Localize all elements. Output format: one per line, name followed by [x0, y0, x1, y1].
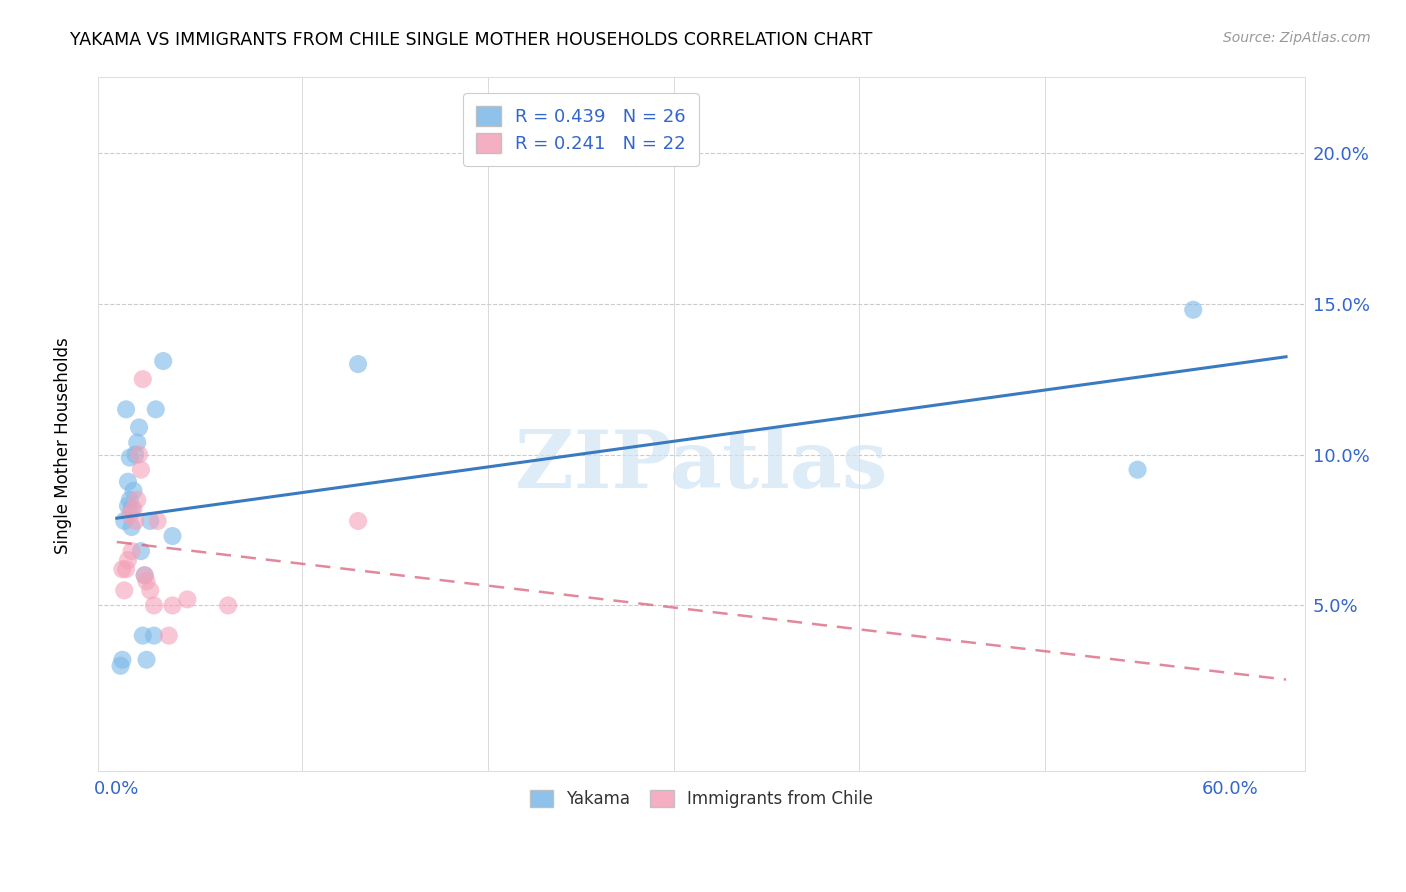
Point [132, 372, 155, 386]
Point [124, 514, 146, 528]
Point [129, 544, 152, 558]
Point [117, 553, 139, 567]
Point [127, 435, 149, 450]
Point [139, 583, 162, 598]
Point [135, 574, 157, 589]
Point [121, 544, 143, 558]
Point [128, 420, 150, 434]
Point [122, 483, 145, 498]
Point [118, 508, 141, 522]
Point [142, 629, 165, 643]
Point [117, 499, 139, 513]
Point [127, 492, 149, 507]
Point [115, 562, 138, 576]
Point [128, 448, 150, 462]
Point [145, 402, 167, 417]
Point [112, 583, 135, 598]
Point [135, 653, 157, 667]
Point [132, 629, 155, 643]
Point [1126, 463, 1149, 477]
Point [118, 492, 141, 507]
Point [1182, 302, 1205, 317]
Point [129, 463, 152, 477]
Point [112, 514, 135, 528]
Point [117, 475, 139, 489]
Point [111, 653, 134, 667]
Point [115, 402, 138, 417]
Point [347, 357, 370, 371]
Point [139, 514, 162, 528]
Text: Source: ZipAtlas.com: Source: ZipAtlas.com [1223, 31, 1371, 45]
Point [124, 448, 146, 462]
Point [142, 599, 165, 613]
Point [217, 599, 239, 613]
Point [121, 502, 143, 516]
Point [152, 354, 174, 368]
Point [122, 502, 145, 516]
Point [134, 568, 156, 582]
Point [111, 562, 134, 576]
Point [134, 568, 156, 582]
Point [157, 629, 180, 643]
Point [121, 520, 143, 534]
Text: YAKAMA VS IMMIGRANTS FROM CHILE SINGLE MOTHER HOUSEHOLDS CORRELATION CHART: YAKAMA VS IMMIGRANTS FROM CHILE SINGLE M… [70, 31, 873, 49]
Legend: Yakama, Immigrants from Chile: Yakama, Immigrants from Chile [523, 783, 880, 815]
Point [162, 529, 184, 543]
Point [176, 592, 198, 607]
Text: ZIPatlas: ZIPatlas [515, 427, 887, 505]
Point [146, 514, 169, 528]
Point [110, 658, 132, 673]
Text: Single Mother Households: Single Mother Households [55, 338, 72, 554]
Point [162, 599, 184, 613]
Point [347, 514, 370, 528]
Point [118, 450, 141, 465]
